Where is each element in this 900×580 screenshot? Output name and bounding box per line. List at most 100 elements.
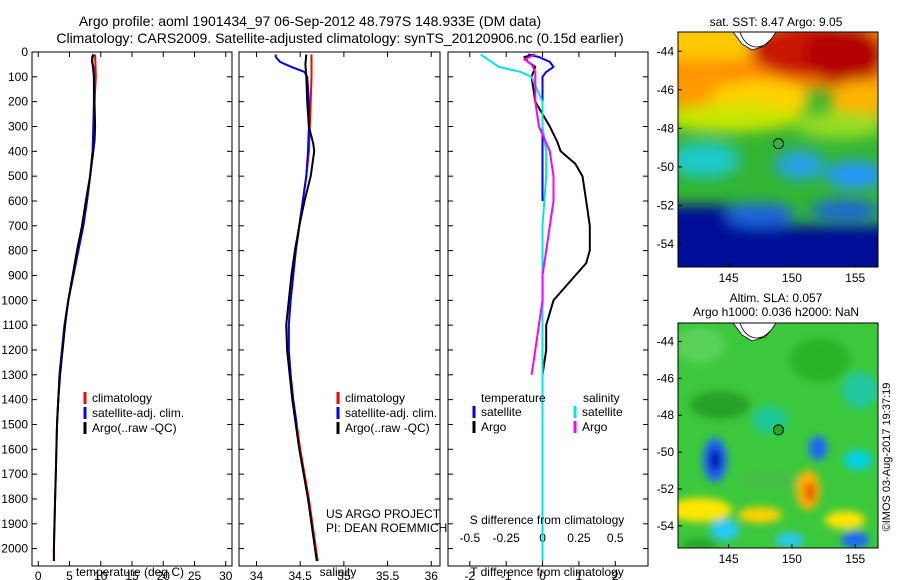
legend-label-climatology: climatology: [92, 391, 152, 405]
sla-heatmap: [678, 323, 878, 548]
difference-legend: temperature salinity satellite Argo sate…: [472, 391, 623, 434]
sla-map-subtitle: Argo h1000: 0.036 h2000: NaN: [693, 305, 859, 319]
lat-tick-label: -44: [657, 334, 675, 348]
lon-tick-label: 145: [719, 271, 739, 285]
y-tick-label: 400: [8, 144, 28, 158]
salinity-legend: climatology satellite-adj. clim. Argo(..…: [336, 391, 437, 435]
sst-lat-axis: -44 -46 -48 -50 -52 -54: [657, 44, 682, 251]
t-difference-xlabel: T difference from climatology: [470, 565, 624, 579]
sst-heatmap: [678, 32, 878, 267]
legend-label-t-satellite: satellite: [481, 405, 522, 419]
y-tick-label: 1500: [1, 417, 28, 431]
difference-lines: [480, 53, 591, 561]
sla-lon-axis: 145 150 155: [719, 544, 866, 566]
lat-tick-label: -52: [657, 482, 675, 496]
lat-tick-label: -52: [657, 198, 675, 212]
legend-label-argo: Argo(..raw -QC): [345, 421, 430, 435]
sla-lat-axis: -44 -46 -48 -50 -52 -54: [657, 334, 682, 533]
difference-y-ticks: [448, 51, 648, 550]
y-tick-label: 1300: [1, 368, 28, 382]
x-tick-label: 2: [612, 569, 619, 580]
temperature-xlabel: temperature (deg C): [76, 565, 184, 579]
x-tick-label: 25: [188, 569, 202, 580]
y-tick-label: 1200: [1, 343, 28, 357]
sst-map-frame: [677, 31, 879, 268]
legend-heading-salinity: salinity: [583, 391, 620, 405]
x-tick-label: 35.5: [376, 569, 400, 580]
legend-label-s-argo: Argo: [582, 420, 608, 434]
temperature-x-axis: 0 5 10 15 20 25 30: [35, 52, 233, 580]
lon-tick-label: 145: [719, 552, 739, 566]
difference-panel: -2 -1 0 1 2 -0.5 -0.25 0 0.25 0.5 T difference f…: [447, 51, 649, 580]
lat-tick-label: -46: [657, 83, 675, 97]
x-tick-label: 34: [250, 569, 264, 580]
legend-label-t-argo: Argo: [481, 420, 507, 434]
y-tick-label: 300: [8, 119, 28, 133]
legend-label-argo: Argo(..raw -QC): [92, 421, 177, 435]
figure-title-line2: Climatology: CARS2009. Satellite-adjuste…: [56, 30, 623, 46]
sst-map-title: sat. SST: 8.47 Argo: 9.05: [710, 15, 843, 29]
difference-x-axis: -2 -1 0 1 2: [464, 52, 619, 580]
x-tick-label: 15: [125, 569, 139, 580]
legend-label-satellite: satellite-adj. clim.: [345, 406, 437, 420]
x-tick-label: 36: [425, 569, 439, 580]
x-tick-label: 0: [539, 569, 546, 580]
y-tick-label: 1600: [1, 442, 28, 456]
x-tick-label: -1: [501, 569, 512, 580]
y-tick-label: 0: [21, 45, 28, 59]
x-tick-label: 20: [157, 569, 171, 580]
lon-tick-label: 150: [782, 271, 802, 285]
argo-position-marker: [772, 138, 784, 150]
y-tick-label: 600: [8, 194, 28, 208]
sla-map-panel: Altim. SLA: 0.057 Argo h1000: 0.036 h200…: [657, 291, 879, 566]
y-tick-label: 800: [8, 244, 28, 258]
y-tick-label: 100: [8, 70, 28, 84]
lat-tick-label: -48: [657, 408, 675, 422]
project-annotation-line1: US ARGO PROJECT: [326, 507, 441, 521]
lat-tick-label: -50: [657, 445, 675, 459]
x2-tick-label: -0.5: [459, 531, 480, 545]
series-line-satellite-adj-clim-: [274, 54, 310, 425]
y-tick-label: 1000: [1, 293, 28, 307]
salinity-y-ticks: [239, 51, 440, 550]
x2-tick-label: 0.25: [567, 531, 591, 545]
salinity-difference-axis: -0.5 -0.25 0 0.25 0.5: [459, 531, 623, 545]
legend-label-s-satellite: satellite: [582, 405, 623, 419]
y-tick-label: 2000: [1, 542, 28, 556]
salinity-xlabel: salinity: [320, 565, 357, 579]
series-line-salinity-argo: [523, 53, 555, 375]
legend-heading-temperature: temperature: [481, 391, 546, 405]
salinity-x-axis: 34 34.5 35 35.5 36: [250, 52, 438, 580]
temperature-legend: climatology satellite-adj. clim. Argo(..…: [83, 391, 184, 435]
y-tick-label: 900: [8, 268, 28, 282]
lat-tick-label: -44: [657, 44, 675, 58]
lat-tick-label: -46: [657, 371, 675, 385]
sla-map-frame: [677, 322, 879, 549]
imos-credit: ©IMOS 03-Aug-2017 19:37:19: [881, 383, 893, 532]
x-tick-label: 5: [66, 569, 73, 580]
x2-tick-label: -0.25: [493, 531, 521, 545]
legend-label-satellite: satellite-adj. clim.: [92, 406, 184, 420]
y-tick-label: 1700: [1, 467, 28, 481]
y-tick-label: 1100: [2, 318, 28, 332]
sst-map-panel: sat. SST: 8.47 Argo: 9.05: [657, 15, 879, 285]
y-tick-label: 1900: [1, 517, 28, 531]
x2-tick-label: 0.5: [607, 531, 624, 545]
temperature-panel: 0100200300400500600700800900100011001200…: [1, 45, 232, 580]
x-tick-label: 0: [35, 569, 42, 580]
sst-lon-axis: 145 150 155: [719, 263, 866, 285]
salinity-panel: 34 34.5 35 35.5 36 salinity climatology sate…: [238, 51, 447, 580]
s-difference-label: S difference from climatology: [470, 513, 625, 527]
lon-tick-label: 155: [845, 552, 865, 566]
lat-tick-label: -54: [657, 519, 675, 533]
x-tick-label: 1: [576, 569, 583, 580]
lat-tick-label: -48: [657, 121, 675, 135]
y-tick-label: 500: [8, 169, 28, 183]
x-tick-label: -2: [464, 569, 475, 580]
y-tick-label: 1400: [1, 393, 28, 407]
series-line-argo-raw-qc-: [52, 54, 97, 561]
x-tick-label: 30: [219, 569, 233, 580]
y-tick-label: 700: [8, 219, 28, 233]
salinity-axes-frame: [238, 51, 441, 567]
